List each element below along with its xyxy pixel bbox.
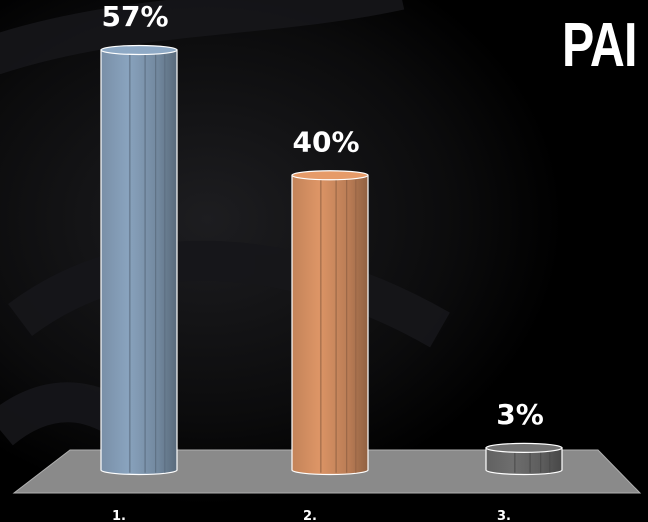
bar-1	[100, 44, 178, 476]
bars-group	[100, 44, 563, 476]
bar-3	[485, 442, 563, 476]
bar-1-body	[100, 49, 178, 476]
x-tick-label-3: 3.	[497, 509, 511, 522]
bar-2-body	[291, 174, 369, 476]
data-label-1: 57%	[101, 0, 168, 33]
data-label-3: 3%	[496, 398, 544, 431]
x-tick-label-1: 1.	[112, 509, 126, 522]
bar-3-body	[485, 447, 563, 476]
bar-2	[291, 170, 369, 476]
bar-2-top	[291, 170, 369, 181]
bar-1-top	[100, 44, 178, 56]
slide-title: PAI	[562, 11, 637, 80]
bar-3-top	[485, 442, 563, 453]
x-tick-labels-group: 1. 2. 3.	[112, 509, 511, 522]
data-label-2: 40%	[292, 125, 359, 158]
x-tick-label-2: 2.	[303, 509, 317, 522]
data-labels-group: 57% 40% 3%	[101, 0, 543, 431]
